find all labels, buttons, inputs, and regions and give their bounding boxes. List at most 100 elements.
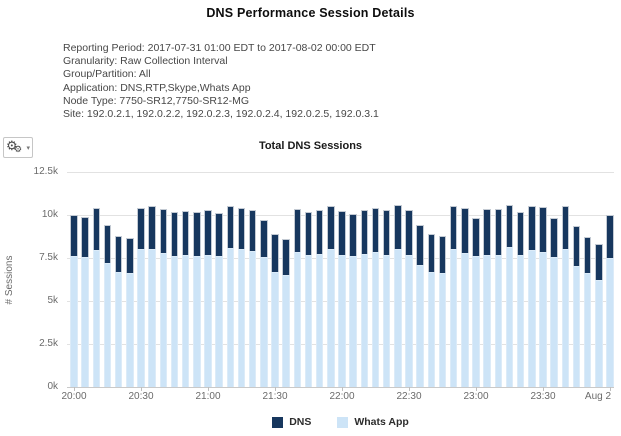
bar-dns-21:30[interactable]	[271, 233, 279, 272]
bar-whatsapp-22:55[interactable]	[461, 252, 469, 387]
bar-dns-20:15[interactable]	[103, 225, 112, 264]
bar-dns-21:25[interactable]	[260, 220, 268, 258]
bar-dns-23:55[interactable]	[595, 244, 603, 281]
bar-dns-20:50[interactable]	[181, 210, 190, 256]
bar-dns-22:00[interactable]	[338, 210, 346, 255]
bar-dns-20:25[interactable]	[126, 238, 134, 274]
bar-whatsapp-22:40[interactable]	[427, 271, 436, 387]
bar-dns-21:45[interactable]	[304, 211, 313, 255]
chart-options-button[interactable]: ⚙ ⚙ ▾	[3, 137, 33, 158]
bar-dns-23:10[interactable]	[494, 208, 503, 255]
bar-whatsapp-21:35[interactable]	[282, 275, 290, 387]
legend-item-dns[interactable]: DNS	[272, 416, 311, 428]
bar-dns-20:00[interactable]	[70, 215, 78, 257]
bar-dns-22:35[interactable]	[416, 225, 424, 265]
bar-dns-21:55[interactable]	[327, 205, 335, 250]
bar-whatsapp-21:20[interactable]	[248, 251, 257, 387]
bar-whatsapp-23:25[interactable]	[528, 250, 536, 387]
bar-whatsapp-20:35[interactable]	[148, 248, 156, 387]
bar-dns-23:50[interactable]	[583, 237, 592, 274]
bar-whatsapp-23:40[interactable]	[561, 249, 570, 387]
bar-whatsapp-20:05[interactable]	[81, 257, 89, 387]
bar-whatsapp-22:25[interactable]	[394, 248, 402, 387]
bar-dns-22:45[interactable]	[438, 235, 447, 274]
bar-dns-23:45[interactable]	[572, 226, 581, 266]
bar-whatsapp-23:00[interactable]	[472, 256, 480, 387]
bar-whatsapp-23:35[interactable]	[550, 257, 558, 387]
bar-whatsapp-21:15[interactable]	[237, 249, 246, 387]
bar-whatsapp-20:00[interactable]	[70, 256, 78, 387]
bar-dns-22:30[interactable]	[405, 209, 413, 256]
bar-whatsapp-22:15[interactable]	[371, 251, 380, 387]
bar-whatsapp-20:15[interactable]	[103, 263, 112, 387]
legend-item-whatsapp[interactable]: Whats App	[337, 416, 409, 428]
bar-dns-21:20[interactable]	[248, 209, 257, 252]
bar-whatsapp-21:10[interactable]	[226, 247, 235, 387]
bar-whatsapp-22:00[interactable]	[338, 254, 346, 387]
bar-dns-21:40[interactable]	[293, 208, 302, 252]
bar-dns-20:45[interactable]	[170, 211, 179, 257]
bar-dns-23:25[interactable]	[528, 206, 536, 251]
bar-dns-22:25[interactable]	[394, 204, 402, 249]
bar-whatsapp-23:30[interactable]	[539, 251, 547, 387]
bar-whatsapp-21:50[interactable]	[315, 253, 324, 387]
bar-dns-23:35[interactable]	[550, 218, 558, 258]
bar-whatsapp-21:30[interactable]	[271, 271, 279, 387]
bar-dns-23:15[interactable]	[505, 204, 514, 247]
bar-dns-Aug 2 00:00[interactable]	[606, 215, 614, 258]
bar-whatsapp-22:30[interactable]	[405, 255, 413, 387]
bar-dns-23:00[interactable]	[472, 218, 480, 257]
bar-dns-22:50[interactable]	[449, 205, 458, 250]
bar-dns-22:40[interactable]	[427, 233, 436, 272]
bar-whatsapp-23:50[interactable]	[583, 273, 592, 387]
bar-whatsapp-20:40[interactable]	[159, 252, 168, 387]
bar-dns-23:05[interactable]	[483, 208, 491, 255]
bar-dns-20:30[interactable]	[137, 208, 145, 250]
bar-whatsapp-21:25[interactable]	[260, 257, 268, 387]
bar-dns-20:20[interactable]	[114, 235, 123, 272]
bar-dns-22:10[interactable]	[360, 209, 369, 254]
bar-whatsapp-20:30[interactable]	[137, 249, 145, 387]
bar-dns-23:20[interactable]	[516, 211, 525, 256]
bar-dns-21:00[interactable]	[204, 209, 212, 255]
bar-whatsapp-22:10[interactable]	[360, 253, 369, 387]
bar-whatsapp-20:10[interactable]	[92, 250, 101, 387]
bar-whatsapp-20:45[interactable]	[170, 256, 179, 387]
bar-dns-20:05[interactable]	[81, 216, 89, 258]
bar-dns-21:05[interactable]	[215, 213, 223, 257]
bar-dns-20:55[interactable]	[193, 212, 201, 257]
bar-whatsapp-20:25[interactable]	[126, 273, 134, 387]
bar-whatsapp-23:45[interactable]	[572, 265, 581, 387]
bar-whatsapp-23:05[interactable]	[483, 254, 491, 387]
bar-whatsapp-Aug 2 00:00[interactable]	[606, 258, 614, 387]
bar-dns-22:05[interactable]	[349, 214, 357, 257]
bar-whatsapp-23:20[interactable]	[516, 255, 525, 387]
bar-whatsapp-22:05[interactable]	[349, 256, 357, 387]
bar-whatsapp-23:55[interactable]	[595, 280, 603, 387]
bar-dns-23:30[interactable]	[539, 207, 547, 252]
bar-whatsapp-22:50[interactable]	[449, 249, 458, 387]
bar-whatsapp-23:10[interactable]	[494, 254, 503, 387]
bar-whatsapp-21:55[interactable]	[327, 249, 335, 387]
bar-dns-21:50[interactable]	[315, 209, 324, 254]
bar-whatsapp-20:50[interactable]	[181, 255, 190, 387]
bar-whatsapp-21:45[interactable]	[304, 254, 313, 387]
bar-whatsapp-21:40[interactable]	[293, 251, 302, 387]
bar-whatsapp-22:35[interactable]	[416, 264, 424, 387]
bar-dns-21:15[interactable]	[237, 208, 246, 250]
bar-dns-21:35[interactable]	[282, 239, 290, 276]
bar-whatsapp-20:20[interactable]	[114, 271, 123, 387]
bar-dns-22:55[interactable]	[461, 208, 469, 253]
bar-whatsapp-22:45[interactable]	[438, 273, 447, 387]
bar-dns-22:15[interactable]	[371, 208, 380, 252]
bar-whatsapp-23:15[interactable]	[505, 246, 514, 387]
bar-dns-22:20[interactable]	[382, 209, 391, 255]
bar-whatsapp-21:05[interactable]	[215, 256, 223, 387]
bar-dns-21:10[interactable]	[226, 205, 235, 248]
bar-dns-20:40[interactable]	[159, 208, 168, 253]
bar-whatsapp-20:55[interactable]	[193, 256, 201, 387]
bar-dns-23:40[interactable]	[561, 205, 570, 250]
bar-dns-20:10[interactable]	[92, 208, 101, 251]
bar-whatsapp-22:20[interactable]	[382, 254, 391, 387]
bar-dns-20:35[interactable]	[148, 206, 156, 249]
